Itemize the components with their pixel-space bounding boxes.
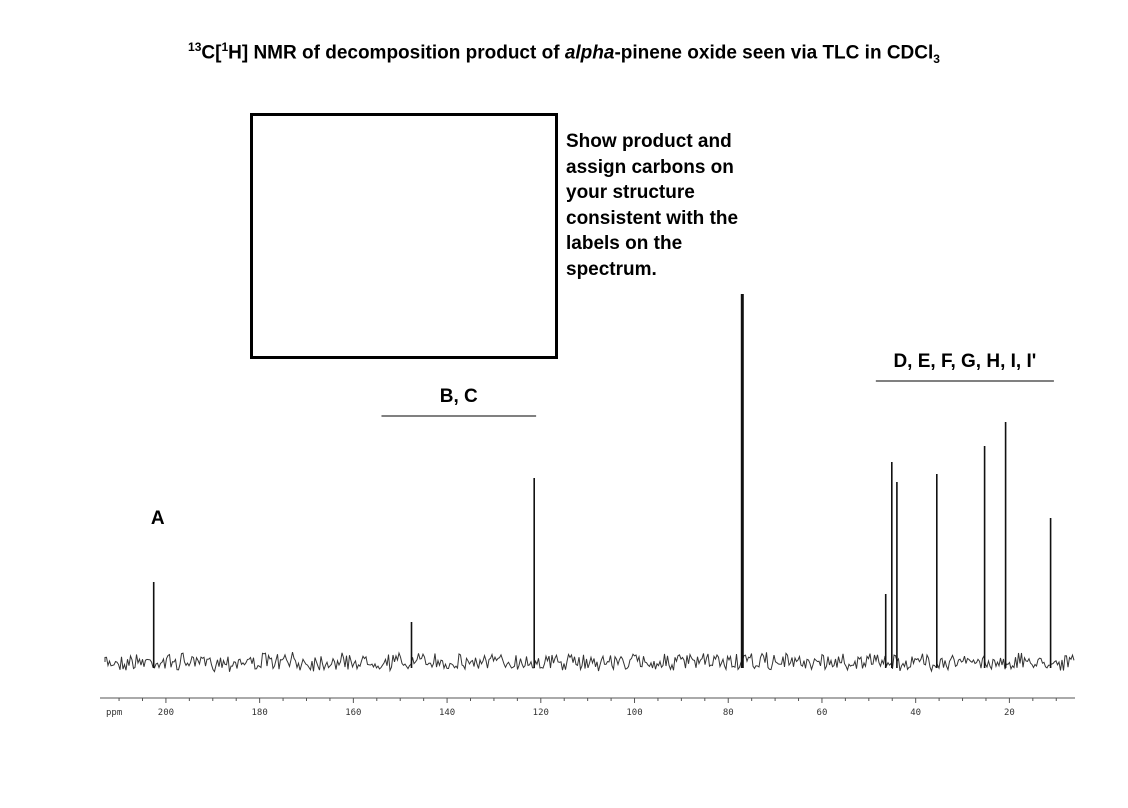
annotation-label-1: B, C	[440, 386, 478, 407]
tick-label-200: 200	[158, 708, 174, 718]
peaks	[152, 294, 1052, 668]
tick-label-60: 60	[817, 708, 828, 718]
structure-answer-box[interactable]	[250, 113, 558, 359]
annotation-label-2: D, E, F, G, H, I, I'	[893, 351, 1036, 372]
tick-label-180: 180	[252, 708, 268, 718]
chart-title: 13C[1H] NMR of decomposition product of …	[188, 40, 940, 67]
tick-label-160: 160	[345, 708, 361, 718]
tick-label-120: 120	[533, 708, 549, 718]
peak-annotations: A B, C D, E, F, G, H, I, I'	[151, 351, 1054, 529]
annotation-label-0: A	[151, 508, 165, 529]
instruction-text: Show product and assign carbons on your …	[566, 131, 739, 280]
tick-label-140: 140	[439, 708, 455, 718]
baseline-trace	[104, 651, 1075, 673]
tick-label-80: 80	[723, 708, 734, 718]
baseline-noise	[104, 651, 1075, 673]
tick-label-20: 20	[1004, 708, 1015, 718]
ppm-axis: 200 180 160 140 120 100 80 60 40 20 ppm	[100, 697, 1075, 718]
tick-label-40: 40	[910, 708, 921, 718]
tick-label-100: 100	[626, 708, 642, 718]
axis-unit-label: ppm	[106, 708, 122, 718]
